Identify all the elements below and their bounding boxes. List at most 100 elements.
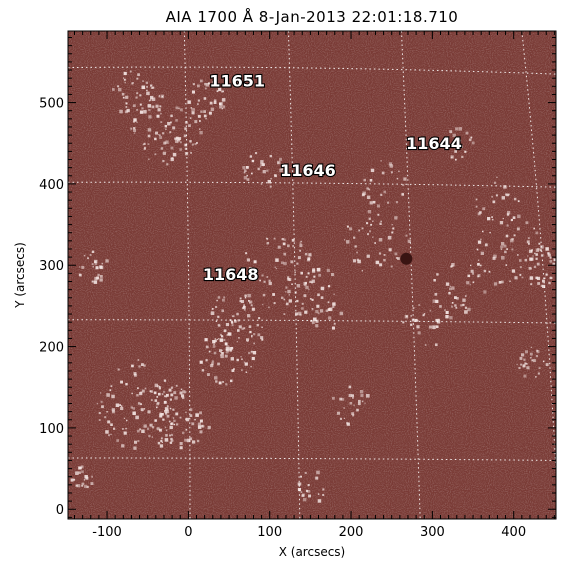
plage-patch [471,141,475,145]
plage-patch [87,257,89,260]
plage-patch [267,180,271,184]
plage-patch [178,107,180,110]
plage-patch [203,110,206,113]
plage-patch [161,413,164,416]
plage-patch [501,256,505,260]
plage-patch [205,83,210,87]
plage-patch [450,265,453,268]
meridian-grid-line [287,31,301,519]
plage-patch [197,425,202,429]
plage-patch [346,422,349,425]
plage-patch [219,102,224,106]
plage-patch [199,128,201,130]
plage-patch [333,293,335,296]
plage-patch [438,318,440,321]
plage-patch [354,245,357,248]
plage-patch [320,296,324,299]
plage-patch [123,417,125,419]
plage-patch [366,187,369,190]
plage-patch [305,285,309,290]
plage-patch [139,110,144,114]
plage-patch [181,431,185,435]
plage-patch [208,111,212,115]
plage-patch [417,331,421,335]
plage-patch [397,257,400,260]
plage-patch [121,405,123,407]
plage-patch [253,333,256,336]
plage-patch [266,276,269,278]
plage-patch [242,306,246,309]
plage-patch [513,197,517,201]
plage-patch [184,127,187,130]
plage-patch [215,305,218,308]
plage-patch [249,155,253,158]
plage-patch [144,387,147,390]
plage-patch [164,438,169,442]
plage-patch [125,427,127,430]
plage-patch [445,310,449,314]
plage-patch [517,214,521,219]
plage-patch [464,310,468,314]
plage-patch [171,157,174,160]
plage-patch [249,330,252,334]
plage-patch [317,312,320,315]
plage-patch [549,256,552,259]
plage-patch [226,334,229,336]
plage-patch [257,167,260,171]
plage-patch [343,407,345,409]
plage-patch [123,78,126,81]
plage-patch [297,488,301,492]
plage-patch [205,117,207,120]
plage-patch [90,482,94,485]
plage-patch [514,276,518,280]
plage-patch [209,101,213,105]
plage-patch [535,355,538,358]
plage-patch [442,144,446,147]
plage-patch [402,184,405,186]
plage-patch [215,380,218,383]
plage-patch [100,400,103,403]
plage-patch [545,273,548,276]
plage-patch [313,317,317,322]
plage-patch [199,131,203,135]
plage-patch [83,254,86,257]
plage-patch [528,266,532,270]
plage-patch [446,144,450,148]
plage-patch [159,412,162,415]
plage-patch [292,245,294,247]
plage-patch [250,365,252,368]
plage-patch [214,339,217,342]
plage-patch [97,273,100,277]
plage-patch [346,422,350,426]
plage-patch [545,363,549,366]
plage-patch [160,121,163,123]
plage-patch [224,342,228,346]
plage-patch [380,193,383,196]
plage-patch [116,439,119,442]
plage-patch [366,254,370,258]
plage-patch [395,201,399,204]
plage-patch [283,238,286,241]
plage-patch [395,257,398,259]
plage-patch [187,100,191,104]
plage-patch [480,238,482,240]
plage-patch [213,351,217,355]
plage-patch [259,166,261,168]
plage-patch [475,205,478,208]
plage-patch [146,89,148,92]
plage-patch [164,395,166,398]
plage-patch [89,254,92,256]
plage-patch [248,325,252,328]
plage-patch [367,233,369,236]
plage-patch [282,242,286,246]
plage-patch [374,242,376,244]
region-label-11644: 11644 [406,134,462,153]
plage-patch [318,273,322,277]
plage-patch [84,475,88,479]
plage-patch [383,254,386,256]
plage-patch [460,304,463,307]
plage-patch [556,269,559,272]
plage-patch [518,366,521,370]
plage-patch [435,343,438,347]
